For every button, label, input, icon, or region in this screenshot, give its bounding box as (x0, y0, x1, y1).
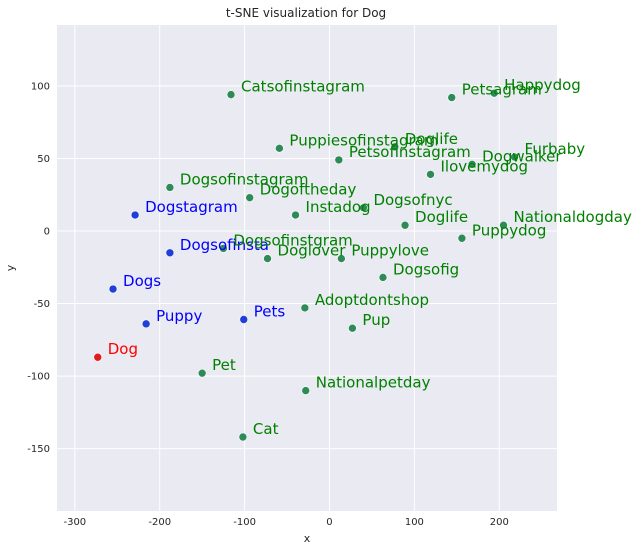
point-label: Dogwalker (482, 147, 562, 165)
data-point-other (359, 203, 368, 213)
data-point-other (426, 170, 435, 179)
point-label: Instadog (306, 198, 371, 216)
data-point-near (130, 210, 140, 220)
x-tick-label: 100 (405, 517, 424, 528)
plot-area (57, 25, 557, 511)
point-label: Pet (212, 356, 236, 374)
point-label: Doglover (278, 242, 347, 260)
point-label: Happydog (504, 76, 581, 94)
point-label: Puppy (156, 307, 202, 325)
grid-lines (57, 25, 557, 511)
data-point-other (400, 220, 410, 230)
data-point-other (378, 273, 388, 282)
chart-title: t-SNE visualization for Dog (226, 6, 386, 20)
data-point-other (301, 386, 311, 395)
point-label: Nationalpetday (316, 374, 431, 392)
data-point-other (226, 90, 236, 99)
point-label: Cat (253, 420, 279, 438)
data-point-other (489, 88, 499, 98)
data-point-other (263, 254, 272, 263)
data-point-other (447, 93, 457, 102)
y-tick-label: 50 (37, 154, 50, 165)
x-tick-label: 200 (490, 517, 509, 528)
point-label: Dogsofinstgram (233, 231, 352, 249)
x-tick-label: -100 (233, 517, 256, 528)
point-label: Pup (362, 311, 390, 329)
point-label: Doglife (415, 208, 468, 226)
point-label: Puppiesofinstagram (289, 131, 438, 149)
data-point-other (165, 183, 175, 192)
point-label: Dogsofig (393, 260, 459, 278)
y-axis-label: y (4, 264, 17, 271)
y-tick-label: -150 (27, 444, 50, 455)
data-point-other (291, 210, 300, 220)
y-tick-label: 0 (44, 227, 50, 238)
data-point-query (93, 352, 103, 362)
y-tick-label: -100 (27, 372, 50, 383)
data-point-other (467, 159, 477, 169)
data-point-other (219, 244, 228, 253)
data-point-near (141, 319, 151, 329)
point-label: Dogsofinsta (180, 236, 269, 254)
point-labels: Dog Dogstagram Dogsofinsta Dogs Puppy Pets Cat… (108, 76, 632, 438)
y-tick-label: 100 (31, 81, 50, 92)
x-tick-label: -200 (148, 517, 171, 528)
point-label: Adoptdontshop (315, 291, 429, 309)
data-point-other (348, 323, 357, 333)
data-point-other (238, 432, 248, 442)
point-label: Dogsofnyc (373, 191, 452, 209)
point-label: Nationaldogday (514, 208, 632, 226)
point-label: Petsagram (462, 81, 542, 99)
point-label: Petsofinstagram (349, 143, 471, 161)
point-label: Puppydog (472, 221, 546, 239)
point-label: Dogoftheday (260, 181, 357, 199)
data-point-other (275, 144, 284, 153)
point-label: Dogsofinstagram (180, 170, 309, 188)
x-axis-label: x (304, 532, 311, 545)
point-label: Furbaby (525, 140, 586, 158)
data-point-other (197, 368, 207, 378)
x-tick-label: 0 (326, 517, 332, 528)
point-label: Ilovemydog (441, 157, 529, 175)
point-label: Dogstagram (145, 198, 238, 216)
data-point-near (165, 248, 175, 258)
data-point-other (390, 142, 400, 152)
data-point-other (499, 220, 508, 230)
point-label: Pets (254, 303, 286, 321)
point-label: Catsofinstagram (241, 78, 365, 96)
point-label: Dog (108, 340, 138, 358)
y-tick-label: -50 (34, 299, 50, 310)
point-label: Puppylove (351, 242, 429, 260)
data-point-other (510, 152, 519, 162)
data-point-other (245, 193, 254, 202)
data-point-other (337, 254, 346, 263)
data-point-other (300, 303, 310, 313)
data-point-near (108, 284, 118, 294)
data-point-other (334, 155, 344, 165)
data-point-other (457, 233, 467, 243)
point-label: Doglife (405, 130, 458, 148)
x-tick-label: -300 (63, 517, 86, 528)
point-label: Dogs (123, 272, 161, 290)
data-point-near (239, 315, 249, 324)
axis-ticks: -300 -200 -100 0 100 200 -150 -100 -50 0 50 100 (27, 81, 509, 528)
data-points (93, 88, 519, 442)
